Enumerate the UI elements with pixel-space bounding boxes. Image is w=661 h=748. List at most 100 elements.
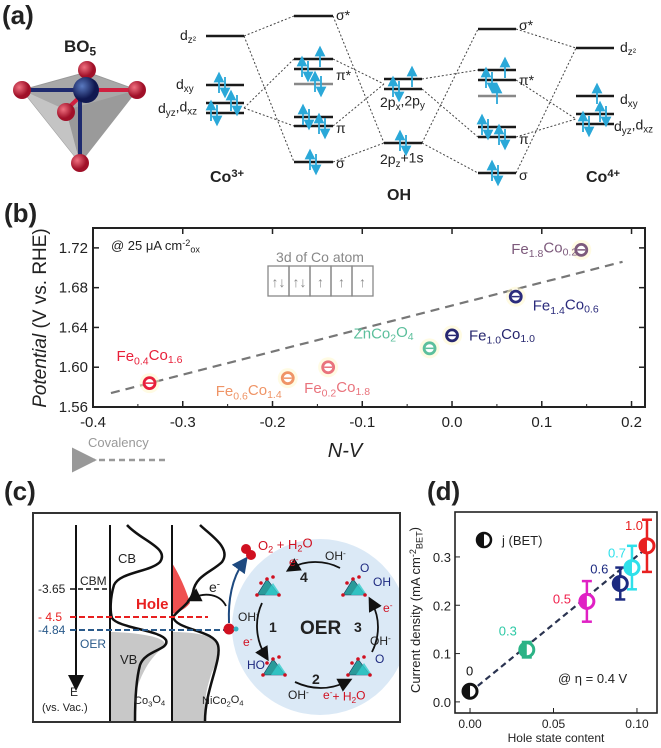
y-tick-label-d: 0.0 — [433, 695, 451, 710]
step-3-label: 3 — [354, 619, 362, 635]
point-label-d: 0 — [466, 663, 473, 678]
mo-correlation-line — [332, 58, 385, 85]
orbital-spin-arrows: ↑ — [317, 274, 324, 290]
orbital-label-dz2-right: dz²​ — [620, 39, 637, 58]
oh-minus-step3: OH-​ — [370, 633, 391, 648]
oxygen-atom-icon — [223, 623, 235, 635]
condition-label-d: @ η = 0.4 V — [558, 671, 628, 686]
step-1-label: 1 — [269, 619, 277, 635]
mo-correlation-line — [332, 142, 385, 163]
data-point-fill-d — [613, 576, 621, 591]
mo-correlation-line — [421, 142, 479, 174]
nico2o4-vb-fill — [172, 632, 220, 721]
mo-correlation-line — [243, 15, 295, 37]
mo-label-pi-left: π — [336, 120, 346, 136]
y-axis-label-b: Potential (V vs. RHE) — [30, 228, 51, 408]
energy-axis-label: E — [70, 685, 78, 699]
o2-h2o-label: O2 + H2O — [258, 536, 313, 555]
panel-label-b: (b) — [4, 198, 37, 228]
point-label-d: 1.0 — [625, 518, 643, 533]
hole-label: Hole — [136, 596, 169, 613]
trend-line-b — [110, 260, 623, 395]
oh-minus-step2: OH-​ — [288, 687, 309, 702]
x-tick-label-b: -0.1 — [349, 414, 375, 431]
hydrogen-atom-icon — [233, 626, 239, 632]
co4-label: Co4+​ — [586, 168, 621, 186]
x-tick-label-b: 0.2 — [621, 414, 642, 431]
panel-label-a: (a) — [2, 0, 34, 30]
nico2o4-dos-curve — [171, 524, 226, 721]
data-point-fill-d — [463, 684, 471, 699]
hole-states-fill — [172, 563, 190, 614]
electron-transfer-arrow-icon — [186, 588, 227, 607]
oh-label: OH — [387, 187, 411, 204]
mo-correlation-line — [332, 15, 385, 144]
x-tick-label-b: 0.0 — [442, 414, 463, 431]
x-tick-label-b: 0.1 — [531, 414, 552, 431]
oh-minus-step4: OH-​ — [325, 548, 346, 563]
orbital-spin-arrows: ↑ — [338, 274, 345, 290]
oer-center-label: OER — [300, 618, 341, 639]
mo-label-sigma-star-right: σ* — [519, 17, 534, 33]
point-label-b: Fe0.6Co1.4​ — [216, 382, 282, 403]
mo-label-sigma-right: σ — [519, 167, 528, 183]
x-axis-label-d: Hole state content — [508, 731, 605, 745]
x-axis-label-b: N-V — [328, 440, 364, 462]
data-point-fill-d — [579, 594, 587, 609]
panel-d: (d) 0.00 0.05 0.10 0.0 0.1 0.2 0.3 0 0.3 0.5 0.60.… — [407, 476, 658, 745]
step-4-arrow-icon — [285, 558, 341, 572]
oh-minus-step1: OH-​ — [238, 609, 259, 624]
data-point-fill-d — [639, 538, 647, 553]
mo-correlation-line — [515, 118, 577, 138]
legend-label: j (BET) — [501, 533, 542, 548]
catalyst-structures — [255, 575, 372, 677]
point-label-d: 0.5 — [553, 591, 571, 606]
x-tick-label-d: 0.05 — [542, 717, 566, 731]
y-tick-label-d: 0.1 — [433, 647, 451, 662]
chart-d: 0.00 0.05 0.10 0.0 0.1 0.2 0.3 0 0.3 0.5 0.60.7 1.0 — [433, 518, 656, 731]
level-4-5-label: - 4.5 — [38, 610, 62, 624]
mo-label-sigma-star-left: σ* — [336, 7, 351, 23]
y-axis-label-d: Current density (mA cm-2BET) — [407, 527, 425, 693]
y-tick-label-b: 1.68 — [59, 280, 88, 297]
mo-correlation-line — [243, 107, 295, 127]
energy-axis-sublabel: (vs. Vac.) — [42, 702, 88, 714]
oer-level-label: OER — [80, 637, 106, 651]
point-label-b: Fe1.8Co0.2​ — [511, 240, 577, 261]
o-label-step2: O — [375, 652, 384, 666]
point-label-b: Fe1.0Co1.0​ — [469, 326, 535, 347]
inset-title: 3d of Co atom — [276, 249, 364, 265]
orbital-cell — [351, 265, 374, 297]
mo-correlation-line — [421, 69, 479, 80]
mo-correlation-line — [515, 47, 577, 174]
orbital-label-dyzdxz-left: dyz,dxz​ — [158, 99, 197, 119]
plot-area-d — [454, 511, 658, 714]
o2-release-arrow-icon — [227, 556, 248, 624]
y-tick-label-d: 0.3 — [433, 550, 451, 565]
oh-label-2pxy: 2px,2py​ — [380, 93, 425, 113]
y-tick-label-b: 1.56 — [59, 399, 88, 416]
point-label-d: 0.6 — [590, 562, 608, 577]
orbital-spin-arrows: ↑↓ — [293, 274, 307, 290]
vb-label: VB — [120, 652, 137, 667]
covalency-label: Covalency — [88, 435, 149, 450]
electron-step3: e-​ — [383, 600, 393, 615]
ho-label: HO — [247, 658, 265, 672]
panel-c: (c) CB — [4, 476, 401, 723]
nico2o4-label: NiCo2O4​ — [202, 694, 244, 708]
electron-step1: e-​ — [243, 634, 253, 649]
o-label-step3: O — [360, 561, 369, 575]
cbm-label: CBM — [80, 574, 107, 588]
step-1-arrow-icon — [255, 602, 269, 662]
chart-b: -0.4 -0.3 -0.2 -0.1 0.0 0.1 0.2 1.56 1.60 1.64 1.6… — [59, 228, 645, 431]
point-label-d: 0.7 — [608, 546, 626, 561]
step-2-label: 2 — [312, 671, 320, 687]
point-label-b: Fe0.4Co1.6​ — [117, 347, 183, 368]
data-point-fill-d — [624, 560, 632, 575]
mo-correlation-line — [332, 83, 385, 127]
cb-label: CB — [118, 551, 136, 566]
mo-label-pi-star-left: π* — [336, 67, 352, 83]
x-tick-label-d: 0.00 — [458, 717, 482, 731]
e-plus-h2o-label: e-+ H2O — [323, 687, 366, 705]
panel-label-c: (c) — [4, 476, 36, 506]
